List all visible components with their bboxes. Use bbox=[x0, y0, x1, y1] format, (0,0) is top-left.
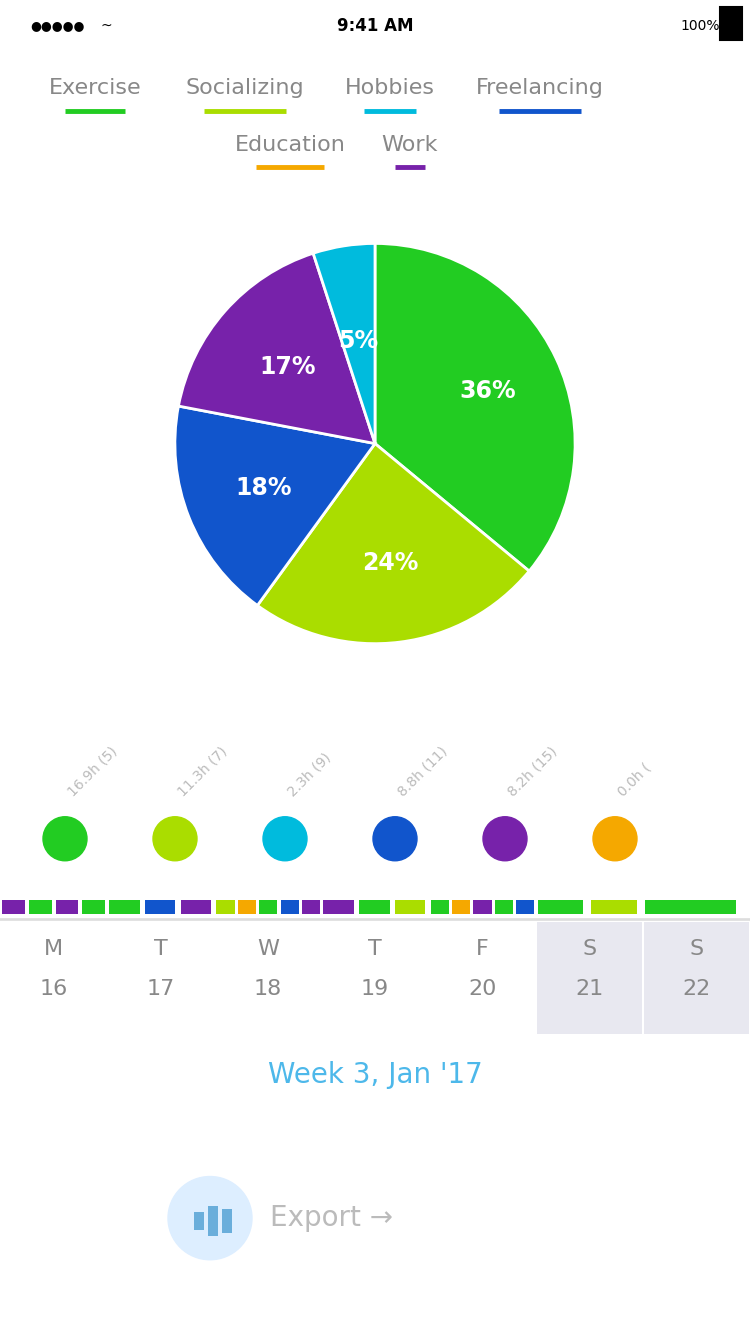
Text: Work: Work bbox=[382, 136, 438, 155]
Text: 100%: 100% bbox=[680, 19, 719, 32]
Wedge shape bbox=[314, 243, 375, 443]
FancyBboxPatch shape bbox=[82, 900, 105, 914]
Text: Socializing: Socializing bbox=[186, 79, 304, 99]
FancyBboxPatch shape bbox=[359, 900, 389, 914]
Text: 20: 20 bbox=[468, 979, 496, 999]
Text: 22: 22 bbox=[682, 979, 710, 999]
Text: 21: 21 bbox=[575, 979, 604, 999]
Text: 8.2h (15): 8.2h (15) bbox=[505, 744, 560, 799]
Wedge shape bbox=[175, 406, 375, 606]
Text: F: F bbox=[476, 939, 488, 959]
Text: Exercise: Exercise bbox=[49, 79, 141, 99]
Text: Week 3, Jan '17: Week 3, Jan '17 bbox=[268, 1062, 482, 1089]
Circle shape bbox=[43, 816, 87, 860]
FancyBboxPatch shape bbox=[452, 900, 470, 914]
FancyBboxPatch shape bbox=[394, 900, 425, 914]
FancyBboxPatch shape bbox=[720, 7, 742, 40]
Text: 36%: 36% bbox=[459, 379, 515, 403]
Text: 17: 17 bbox=[146, 979, 175, 999]
FancyBboxPatch shape bbox=[238, 900, 256, 914]
Text: W: W bbox=[256, 939, 279, 959]
FancyBboxPatch shape bbox=[194, 1213, 204, 1230]
Text: 0.0h (: 0.0h ( bbox=[615, 760, 654, 799]
FancyBboxPatch shape bbox=[591, 900, 637, 914]
FancyBboxPatch shape bbox=[260, 900, 278, 914]
Text: 2.3h (9): 2.3h (9) bbox=[285, 750, 334, 799]
Text: 16.9h (5): 16.9h (5) bbox=[65, 744, 120, 799]
FancyBboxPatch shape bbox=[216, 900, 235, 914]
FancyBboxPatch shape bbox=[538, 900, 584, 914]
Text: 19: 19 bbox=[361, 979, 389, 999]
Text: 11.3h (7): 11.3h (7) bbox=[175, 744, 230, 799]
Text: S: S bbox=[689, 939, 703, 959]
Text: 17%: 17% bbox=[260, 355, 316, 379]
FancyBboxPatch shape bbox=[280, 900, 298, 914]
Text: T: T bbox=[368, 939, 382, 959]
Text: Education: Education bbox=[235, 136, 346, 155]
FancyBboxPatch shape bbox=[208, 1206, 218, 1237]
Text: M: M bbox=[44, 939, 63, 959]
Text: S: S bbox=[582, 939, 596, 959]
FancyBboxPatch shape bbox=[110, 900, 140, 914]
FancyBboxPatch shape bbox=[644, 922, 749, 1034]
Wedge shape bbox=[257, 443, 530, 643]
Text: Export →: Export → bbox=[270, 1205, 393, 1233]
Circle shape bbox=[373, 816, 417, 860]
Text: ~: ~ bbox=[100, 19, 112, 32]
Text: T: T bbox=[154, 939, 167, 959]
Text: 18%: 18% bbox=[235, 476, 292, 500]
FancyBboxPatch shape bbox=[473, 900, 492, 914]
Text: ●●●●●: ●●●●● bbox=[30, 19, 84, 32]
Circle shape bbox=[593, 816, 637, 860]
Wedge shape bbox=[178, 253, 375, 443]
Text: 9:41 AM: 9:41 AM bbox=[337, 17, 413, 35]
FancyBboxPatch shape bbox=[645, 900, 736, 914]
Text: 8.8h (11): 8.8h (11) bbox=[395, 743, 450, 799]
Text: 24%: 24% bbox=[362, 551, 419, 575]
FancyBboxPatch shape bbox=[516, 900, 535, 914]
Text: 18: 18 bbox=[254, 979, 282, 999]
Circle shape bbox=[153, 816, 197, 860]
FancyBboxPatch shape bbox=[302, 900, 320, 914]
Wedge shape bbox=[375, 243, 575, 571]
Text: Freelancing: Freelancing bbox=[476, 79, 604, 99]
FancyBboxPatch shape bbox=[222, 1209, 232, 1233]
FancyBboxPatch shape bbox=[2, 900, 25, 914]
FancyBboxPatch shape bbox=[430, 900, 448, 914]
Text: 16: 16 bbox=[40, 979, 68, 999]
FancyBboxPatch shape bbox=[537, 922, 642, 1034]
FancyBboxPatch shape bbox=[323, 900, 354, 914]
FancyBboxPatch shape bbox=[56, 900, 78, 914]
FancyBboxPatch shape bbox=[495, 900, 513, 914]
Circle shape bbox=[263, 816, 307, 860]
Text: 5%: 5% bbox=[339, 328, 379, 352]
Circle shape bbox=[483, 816, 527, 860]
Circle shape bbox=[168, 1177, 252, 1259]
FancyBboxPatch shape bbox=[28, 900, 52, 914]
FancyBboxPatch shape bbox=[181, 900, 211, 914]
Text: Hobbies: Hobbies bbox=[345, 79, 435, 99]
FancyBboxPatch shape bbox=[145, 900, 176, 914]
